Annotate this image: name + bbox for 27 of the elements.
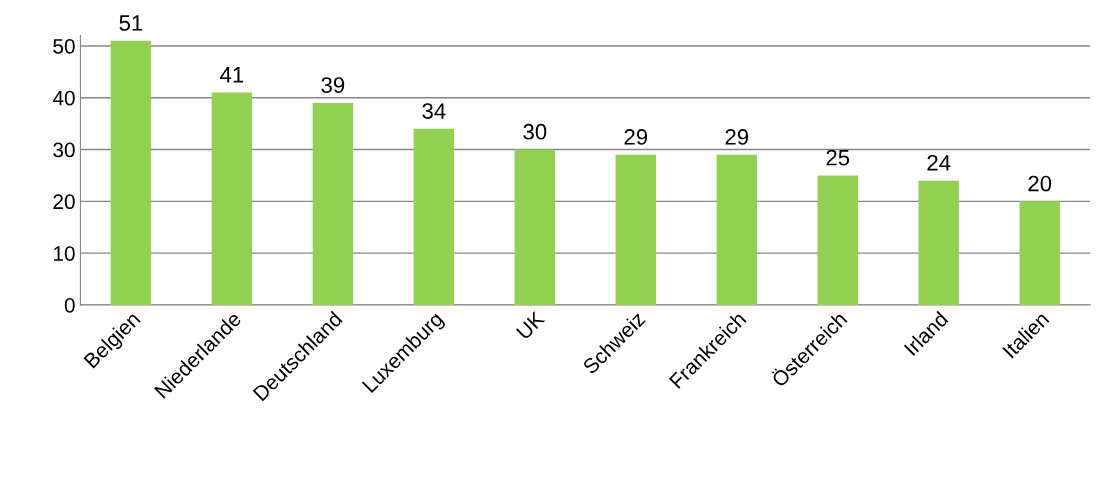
bar xyxy=(817,175,858,305)
y-tick-label: 30 xyxy=(53,142,75,158)
bar xyxy=(110,40,152,305)
data-label: 39 xyxy=(321,77,345,93)
data-label: 24 xyxy=(927,154,951,171)
data-label: 29 xyxy=(624,129,648,145)
bar xyxy=(514,149,556,305)
bar xyxy=(413,128,455,305)
data-label: 41 xyxy=(220,67,244,83)
y-tick-label: 50 xyxy=(53,38,75,54)
data-label: 25 xyxy=(826,149,850,166)
bar xyxy=(716,154,757,305)
bar xyxy=(211,92,253,305)
bar xyxy=(918,180,959,305)
bar xyxy=(615,154,656,305)
y-tick-label: 10 xyxy=(53,246,75,261)
y-tick-label: 20 xyxy=(53,194,75,210)
y-tick-label: 40 xyxy=(52,90,75,106)
y-tick-label: 0 xyxy=(64,297,75,313)
data-label: 34 xyxy=(422,103,446,119)
data-label: 20 xyxy=(1028,175,1052,192)
data-label: 51 xyxy=(119,15,143,31)
data-label: 29 xyxy=(725,129,749,145)
bar xyxy=(312,102,354,305)
x-tick-label: UK xyxy=(516,310,546,340)
bar xyxy=(1019,201,1060,305)
data-label: 30 xyxy=(523,123,547,140)
